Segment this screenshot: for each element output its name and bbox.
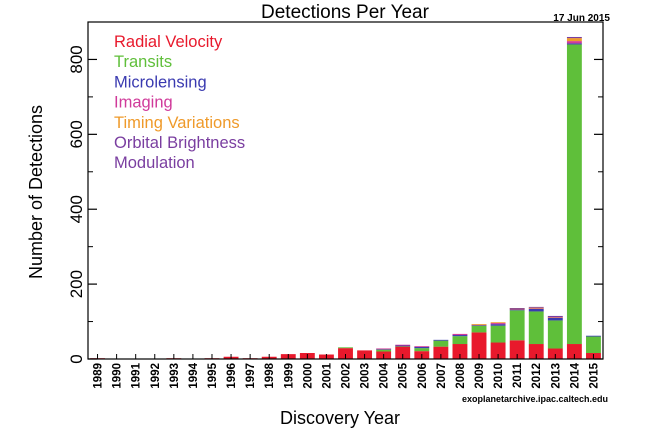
x-tick-label-2008: 2008	[455, 362, 467, 388]
bar-2014-series-3	[566, 41, 582, 44]
bar-2005-series-0	[395, 346, 411, 359]
x-tick-label-1992: 1992	[150, 363, 162, 389]
bar-2004-series-3	[376, 348, 392, 350]
chart-title: Detections Per Year	[261, 2, 430, 23]
bar-2007-series-1	[433, 340, 449, 347]
legend-entry-6: Modulation	[114, 154, 195, 172]
bar-2011-series-2	[509, 309, 525, 311]
bar-2014-series-4	[566, 38, 582, 42]
x-tick-label-1999: 1999	[283, 363, 295, 389]
x-tick-label-2005: 2005	[398, 362, 410, 388]
x-tick-label-2004: 2004	[379, 362, 391, 388]
legend-entry-1: Transits	[114, 53, 172, 71]
bar-2006-series-1	[414, 348, 430, 352]
x-tick-label-1997: 1997	[245, 363, 257, 389]
bar-2009-series-4	[471, 324, 487, 325]
legend-entry-3: Imaging	[114, 94, 173, 112]
x-tick-label-1996: 1996	[226, 363, 238, 389]
legend-entry-0: Radial Velocity	[114, 33, 223, 51]
bar-2014-series-0	[566, 344, 582, 359]
x-tick-label-2003: 2003	[360, 363, 372, 389]
bar-2015-series-1	[586, 336, 601, 354]
x-tick-label-2010: 2010	[493, 363, 505, 389]
bar-2010-series-2	[490, 324, 506, 326]
bar-2009-series-1	[471, 325, 487, 333]
bar-2008-series-1	[452, 336, 468, 345]
axes-layer: 0 200 400 600 800 1989 1990 1991 1992 1993 1994 199…	[67, 21, 604, 389]
x-tick-label-2012: 2012	[531, 363, 543, 389]
bar-2006-series-2	[414, 347, 430, 349]
bar-2015-series-2	[586, 335, 601, 337]
bar-2011-series-1	[509, 310, 525, 341]
x-tick-label-2007: 2007	[436, 363, 448, 389]
bar-2006-series-3	[414, 346, 430, 348]
bar-2005-series-3	[395, 344, 411, 346]
y-tick-label-800: 800	[67, 45, 86, 73]
bar-2010-series-0	[490, 342, 506, 359]
credit-label: exoplanetarchive.ipac.caltech.edu	[462, 394, 608, 404]
bars-layer	[90, 36, 601, 359]
bar-2012-series-4	[528, 307, 544, 309]
x-tick-label-2013: 2013	[550, 363, 562, 389]
bar-2012-series-1	[528, 311, 544, 345]
bar-2009-series-0	[471, 332, 487, 359]
bar-2004-series-1	[376, 349, 392, 352]
y-tick-label-200: 200	[67, 270, 86, 298]
chart-date: 17 Jun 2015	[553, 13, 610, 24]
legend: Radial Velocity Transits Microlensing Imagi…	[114, 33, 245, 172]
y-tick-label-0: 0	[67, 354, 86, 363]
x-tick-label-2014: 2014	[569, 362, 581, 388]
bar-2008-series-3	[452, 333, 468, 336]
x-tick-label-2001: 2001	[321, 362, 333, 388]
bar-2002-series-0	[338, 348, 353, 359]
bar-2014-series-5	[566, 36, 582, 39]
y-tick-label-600: 600	[67, 120, 86, 148]
bar-2012-series-5	[528, 306, 544, 308]
bar-2011-series-0	[509, 340, 525, 359]
x-tick-label-1989: 1989	[93, 363, 105, 389]
x-tick-label-2002: 2002	[341, 363, 353, 389]
bar-2010-series-1	[490, 325, 506, 343]
bar-2008-series-0	[452, 344, 468, 359]
x-tick-label-2006: 2006	[417, 363, 429, 389]
legend-entry-2: Microlensing	[114, 73, 207, 91]
bar-2014-series-1	[566, 44, 582, 345]
legend-entry-4: Timing Variations	[114, 114, 240, 132]
x-tick-label-2011: 2011	[512, 362, 524, 388]
bar-2013-series-0	[547, 348, 563, 359]
x-axis-label: Discovery Year	[280, 408, 400, 428]
x-tick-label-2009: 2009	[474, 363, 486, 389]
x-tick-label-1993: 1993	[169, 363, 181, 389]
y-axis-label: Number of Detections	[26, 105, 46, 279]
bar-2008-series-2	[452, 335, 468, 337]
x-tick-label-1990: 1990	[112, 363, 124, 389]
x-tick-label-2000: 2000	[302, 363, 314, 389]
x-tick-label-1998: 1998	[264, 362, 276, 388]
bar-2013-series-5	[547, 315, 563, 318]
y-tick-label-400: 400	[67, 195, 86, 223]
bar-2012-series-2	[528, 308, 544, 312]
bar-2007-series-0	[433, 346, 449, 359]
bar-2011-series-5	[509, 308, 525, 309]
x-tick-label-2015: 2015	[588, 362, 600, 388]
legend-entry-5: Orbital Brightness	[114, 134, 245, 152]
bar-2002-series-1	[338, 347, 353, 349]
bar-2010-series-4	[490, 322, 506, 324]
bar-2007-series-2	[433, 339, 449, 341]
x-tick-label-1994: 1994	[188, 362, 200, 388]
bar-2014-series-2	[566, 43, 582, 45]
x-tick-label-1995: 1995	[207, 362, 219, 388]
bar-2010-series-3	[490, 323, 506, 325]
bar-2005-series-2	[395, 345, 411, 347]
bar-2013-series-1	[547, 320, 563, 349]
bar-2013-series-2	[547, 317, 563, 321]
x-tick-label-1991: 1991	[131, 362, 143, 388]
bar-2012-series-0	[528, 344, 544, 359]
